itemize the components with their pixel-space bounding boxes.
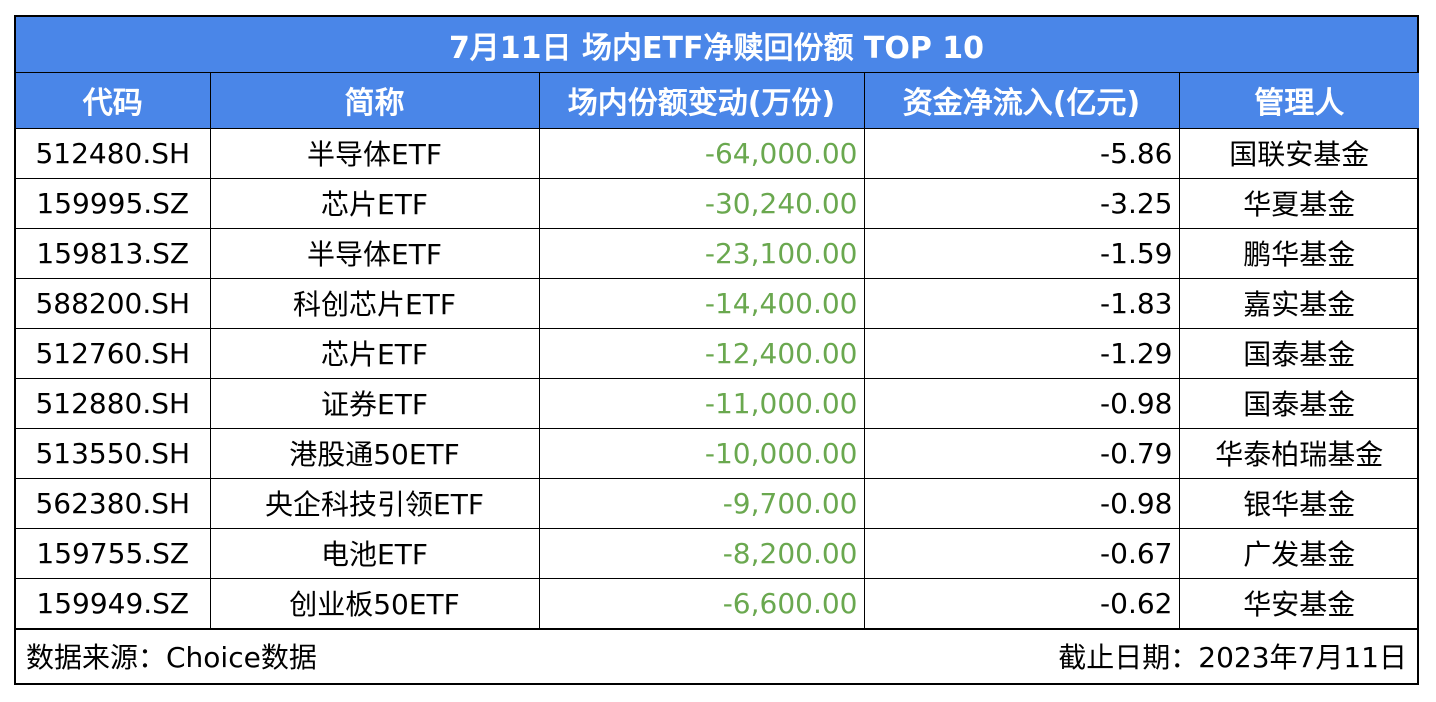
data-source-note: 数据来源：Choice数据 (26, 641, 317, 674)
cutoff-date-note: 截止日期：2023年7月11日 (1058, 641, 1407, 674)
cell-name: 科创芯片ETF (209, 277, 540, 329)
cell-name: 芯片ETF (209, 177, 540, 229)
cell-name: 证券ETF (209, 377, 540, 429)
table-row: 562380.SH 央企科技引领ETF -9,700.00 -0.98 银华基金 (16, 477, 1419, 529)
table-row: 512880.SH 证券ETF -11,000.00 -0.98 国泰基金 (16, 377, 1419, 429)
cell-name: 半导体ETF (209, 227, 540, 279)
table-row: 512760.SH 芯片ETF -12,400.00 -1.29 国泰基金 (16, 327, 1419, 379)
cell-code: 562380.SH (16, 477, 211, 529)
cell-manager: 嘉实基金 (1178, 277, 1419, 329)
column-header-manager: 管理人 (1178, 73, 1419, 129)
cell-net-inflow: -5.86 (863, 127, 1180, 179)
cell-net-inflow: -0.98 (863, 377, 1180, 429)
cell-manager: 国泰基金 (1178, 377, 1419, 429)
table-row: 159949.SZ 创业板50ETF -6,600.00 -0.62 华安基金 (16, 577, 1419, 629)
column-header-net-inflow: 资金净流入(亿元) (863, 73, 1180, 129)
cell-share-change: -14,400.00 (538, 277, 865, 329)
cell-code: 512480.SH (16, 127, 211, 179)
table-row: 159755.SZ 电池ETF -8,200.00 -0.67 广发基金 (16, 527, 1419, 579)
cell-name: 电池ETF (209, 527, 540, 579)
table-row: 159813.SZ 半导体ETF -23,100.00 -1.59 鹏华基金 (16, 227, 1419, 279)
cell-net-inflow: -3.25 (863, 177, 1180, 229)
cell-net-inflow: -0.67 (863, 527, 1180, 579)
cell-manager: 广发基金 (1178, 527, 1419, 579)
etf-table: 代码 简称 场内份额变动(万份) 资金净流入(亿元) 管理人 512480.SH… (16, 73, 1419, 629)
cell-net-inflow: -0.62 (863, 577, 1180, 629)
cell-net-inflow: -1.29 (863, 327, 1180, 379)
table-row: 513550.SH 港股通50ETF -10,000.00 -0.79 华泰柏瑞… (16, 427, 1419, 479)
table-row: 512480.SH 半导体ETF -64,000.00 -5.86 国联安基金 (16, 127, 1419, 179)
cell-net-inflow: -1.59 (863, 227, 1180, 279)
column-header-name: 简称 (209, 73, 540, 129)
cell-share-change: -23,100.00 (538, 227, 865, 279)
cell-share-change: -8,200.00 (538, 527, 865, 579)
table-row: 588200.SH 科创芯片ETF -14,400.00 -1.83 嘉实基金 (16, 277, 1419, 329)
cell-share-change: -9,700.00 (538, 477, 865, 529)
cell-code: 512880.SH (16, 377, 211, 429)
cell-code: 512760.SH (16, 327, 211, 379)
cell-net-inflow: -0.79 (863, 427, 1180, 479)
cell-share-change: -6,600.00 (538, 577, 865, 629)
cell-name: 港股通50ETF (209, 427, 540, 479)
cell-code: 159995.SZ (16, 177, 211, 229)
table-footer: 数据来源：Choice数据 截止日期：2023年7月11日 (16, 628, 1417, 683)
cell-name: 芯片ETF (209, 327, 540, 379)
cell-code: 159755.SZ (16, 527, 211, 579)
column-header-share-change: 场内份额变动(万份) (538, 73, 865, 129)
etf-redemption-table-card: 7月11日 场内ETF净赎回份额 TOP 10 代码 简称 场内份额变动(万份)… (14, 15, 1419, 685)
table-header-row: 代码 简称 场内份额变动(万份) 资金净流入(亿元) 管理人 (16, 73, 1419, 129)
cell-manager: 国泰基金 (1178, 327, 1419, 379)
cell-code: 513550.SH (16, 427, 211, 479)
cell-manager: 华夏基金 (1178, 177, 1419, 229)
cell-share-change: -12,400.00 (538, 327, 865, 379)
cell-name: 半导体ETF (209, 127, 540, 179)
cell-share-change: -64,000.00 (538, 127, 865, 179)
cell-manager: 华安基金 (1178, 577, 1419, 629)
table-title: 7月11日 场内ETF净赎回份额 TOP 10 (16, 17, 1417, 73)
cell-share-change: -30,240.00 (538, 177, 865, 229)
cell-manager: 华泰柏瑞基金 (1178, 427, 1419, 479)
column-header-code: 代码 (16, 73, 211, 129)
cell-share-change: -11,000.00 (538, 377, 865, 429)
cell-name: 创业板50ETF (209, 577, 540, 629)
cell-manager: 鹏华基金 (1178, 227, 1419, 279)
cell-code: 159813.SZ (16, 227, 211, 279)
cell-code: 159949.SZ (16, 577, 211, 629)
table-row: 159995.SZ 芯片ETF -30,240.00 -3.25 华夏基金 (16, 177, 1419, 229)
cell-manager: 国联安基金 (1178, 127, 1419, 179)
cell-manager: 银华基金 (1178, 477, 1419, 529)
cell-net-inflow: -1.83 (863, 277, 1180, 329)
cell-share-change: -10,000.00 (538, 427, 865, 479)
cell-name: 央企科技引领ETF (209, 477, 540, 529)
cell-net-inflow: -0.98 (863, 477, 1180, 529)
cell-code: 588200.SH (16, 277, 211, 329)
